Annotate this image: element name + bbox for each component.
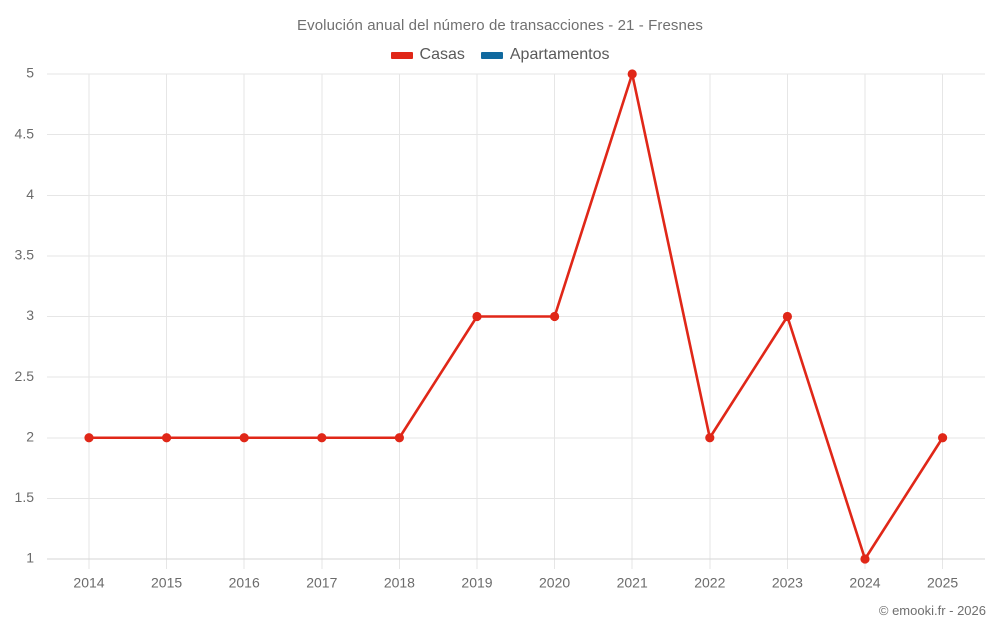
legend-label-casas: Casas [419, 46, 465, 63]
legend-swatch-casas-icon [390, 51, 413, 59]
x-tick-label: 2020 [539, 574, 570, 590]
data-point[interactable] [394, 433, 404, 443]
copyright-credit: © emooki.fr - 2026 [878, 603, 986, 618]
y-tick-label: 1 [26, 550, 34, 566]
x-tick-label: 2021 [617, 574, 648, 590]
chart-title: Evolución anual del número de transaccio… [296, 17, 704, 34]
y-tick-label: 2.5 [15, 368, 35, 384]
data-point[interactable] [84, 433, 94, 443]
legend-item-apartamentos[interactable]: Apartamentos [480, 46, 610, 64]
legend-label-apartamentos: Apartamentos [509, 46, 610, 63]
x-tick-label: 2018 [384, 574, 415, 590]
data-point[interactable] [627, 69, 637, 79]
series-line-casas [87, 72, 944, 561]
x-tick-label: 2014 [73, 574, 104, 590]
data-point[interactable] [317, 433, 327, 443]
x-tick-label: 2017 [306, 574, 337, 590]
data-point[interactable] [239, 433, 249, 443]
x-tick-labels: 2014 2015 2016 2017 2018 2019 2020 2021 2022 2023… [73, 574, 958, 590]
y-tick-label: 1.5 [15, 489, 35, 505]
y-tick-label: 4 [26, 186, 34, 202]
x-tick-label: 2025 [927, 574, 958, 590]
x-tick-label: 2015 [151, 574, 182, 590]
y-tick-label: 3.5 [15, 247, 35, 263]
data-point[interactable] [162, 433, 172, 443]
x-tick-label: 2019 [461, 574, 492, 590]
legend-item-casas[interactable]: Casas [390, 46, 465, 64]
y-tick-label: 3 [26, 307, 34, 323]
y-tick-labels: 1 1.5 2 2.5 3 3.5 4 4.5 5 [15, 65, 35, 566]
x-tick-label: 2023 [772, 574, 803, 590]
series-layer [84, 69, 948, 564]
x-tick-label: 2022 [694, 574, 725, 590]
y-tick-label: 5 [26, 65, 34, 81]
x-tick-label: 2016 [229, 574, 260, 590]
data-point[interactable] [550, 311, 560, 322]
data-point[interactable] [938, 433, 948, 443]
y-tick-label: 2 [26, 428, 34, 444]
legend-swatch-apartamentos-icon [480, 51, 503, 59]
data-point[interactable] [860, 554, 870, 564]
data-point[interactable] [472, 311, 482, 322]
x-tick-label: 2024 [849, 574, 880, 590]
chart-legend: Casas Apartamentos [0, 44, 1000, 66]
y-tick-label: 4.5 [15, 125, 35, 141]
data-point[interactable] [705, 433, 715, 443]
x-gridlines [88, 74, 944, 569]
data-point[interactable] [782, 311, 793, 322]
